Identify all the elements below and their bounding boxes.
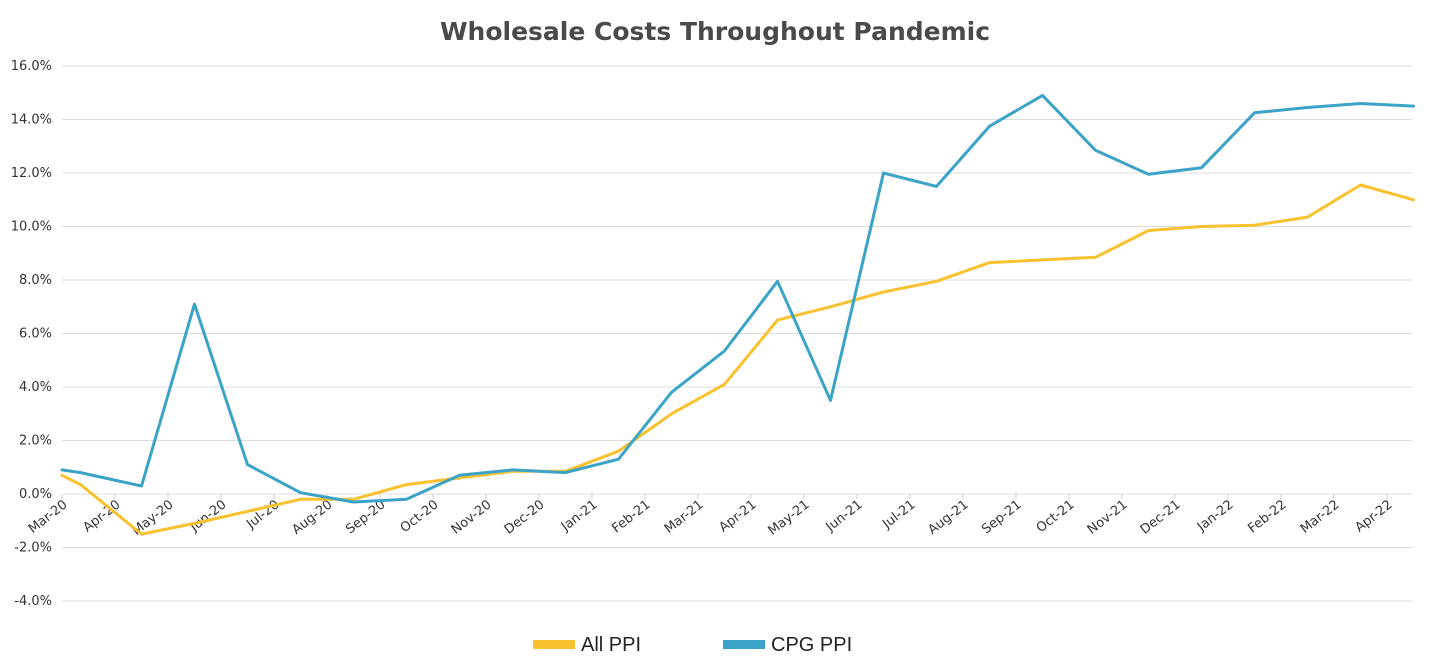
y-tick-label: 16.0% xyxy=(11,59,52,74)
legend: All PPI CPG PPI xyxy=(533,634,852,656)
x-tick-label: Sep-21 xyxy=(979,497,1024,537)
y-tick-label: -4.0% xyxy=(14,594,52,609)
x-tick-label: Aug-20 xyxy=(289,497,335,538)
x-tick-label: Oct-20 xyxy=(398,497,442,536)
y-tick-label: 8.0% xyxy=(19,273,52,288)
y-tick-label: -2.0% xyxy=(14,541,52,556)
x-tick-label: Dec-20 xyxy=(502,497,548,537)
x-tick-label: Aug-21 xyxy=(925,497,971,538)
y-tick-label: 2.0% xyxy=(19,434,52,449)
x-tick-label: Mar-21 xyxy=(662,497,707,536)
y-tick-label: 12.0% xyxy=(11,166,52,181)
y-tick-label: 4.0% xyxy=(19,380,52,395)
y-tick-label: 14.0% xyxy=(11,113,52,128)
series-layer xyxy=(60,93,1415,536)
legend-label-all-ppi: All PPI xyxy=(581,634,641,656)
x-tick-label: Oct-21 xyxy=(1034,497,1078,536)
x-tick-label: Nov-20 xyxy=(449,497,495,537)
x-tick-label: May-21 xyxy=(765,497,812,538)
x-tick-label: Mar-20 xyxy=(26,497,71,536)
series-line-cpg-ppi xyxy=(60,93,1415,504)
chart-title: Wholesale Costs Throughout Pandemic xyxy=(440,17,990,46)
x-tick-label: Jul-21 xyxy=(879,497,918,532)
x-tick-label: Mar-22 xyxy=(1298,497,1343,536)
x-tick-label: Feb-21 xyxy=(609,497,653,536)
x-tick-label: Apr-22 xyxy=(1352,497,1395,535)
x-tick-label: Apr-21 xyxy=(716,497,759,535)
x-tick-label: Jan-22 xyxy=(1194,497,1237,535)
y-axis-tick-labels: 16.0% 14.0% 12.0% 10.0% 8.0% 6.0% 4.0% 2.0% 0.0%… xyxy=(11,59,52,609)
series-line-all-ppi xyxy=(60,183,1415,536)
y-tick-label: 0.0% xyxy=(19,487,52,502)
x-tick-label: Jan-21 xyxy=(558,497,601,535)
legend-label-cpg-ppi: CPG PPI xyxy=(771,634,852,656)
x-tick-label: Jul-20 xyxy=(243,497,282,532)
x-tick-label: Feb-22 xyxy=(1245,497,1289,536)
legend-swatch-cpg-ppi xyxy=(723,640,765,649)
x-tick-label: Jun-21 xyxy=(823,497,866,535)
x-tick-label: Nov-21 xyxy=(1085,497,1131,537)
y-tick-label: 6.0% xyxy=(19,327,52,342)
x-tick-label: Sep-20 xyxy=(343,497,388,537)
y-tick-label: 10.0% xyxy=(11,220,52,235)
x-tick-label: Dec-21 xyxy=(1138,497,1184,537)
legend-swatch-all-ppi xyxy=(533,640,575,649)
